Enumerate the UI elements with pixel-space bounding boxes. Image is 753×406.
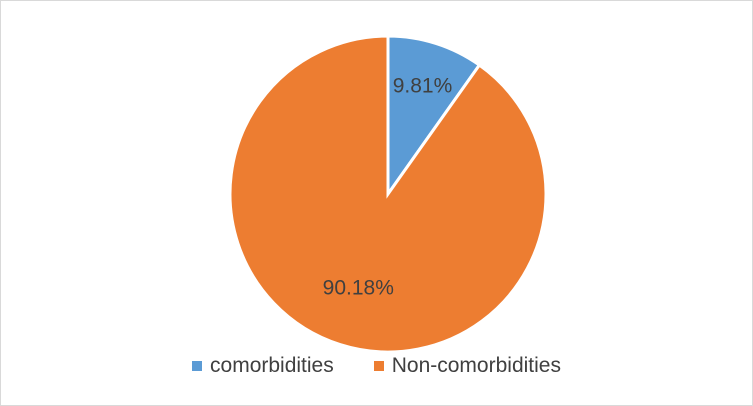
data-label-non-comorbidities: 90.18%: [323, 276, 394, 299]
pie-slice-non-comorbidities: [228, 34, 548, 354]
pie-slice-comorbidities: [386, 34, 482, 199]
legend-item-comorbidities: comorbidities: [192, 354, 334, 378]
legend: comorbidities Non-comorbidities: [0, 354, 753, 378]
legend-swatch-comorbidities: [192, 361, 203, 371]
legend-item-non-comorbidities: Non-comorbidities: [373, 354, 561, 378]
data-label-comorbidities: 9.81%: [393, 75, 453, 98]
legend-swatch-non-comorbidities: [373, 361, 384, 371]
pie-slices: [228, 34, 548, 354]
legend-label-non-comorbidities: Non-comorbidities: [391, 354, 561, 377]
legend-label-comorbidities: comorbidities: [210, 354, 334, 377]
